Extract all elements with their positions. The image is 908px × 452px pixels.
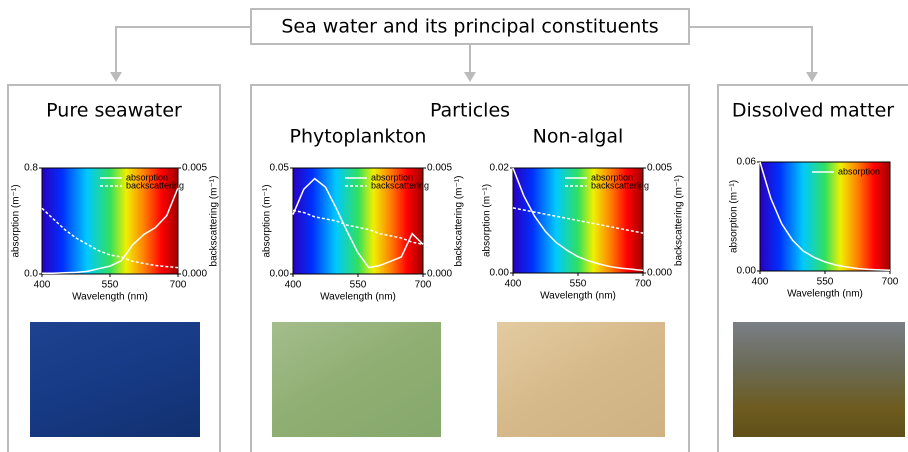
y2-tick-label: 0.005 <box>647 163 672 174</box>
x-axis-label: Wavelength (nm) <box>787 289 863 300</box>
y2-axis-label: backscattering (m⁻¹) <box>209 176 220 267</box>
chart-title: Non-algal <box>533 126 624 148</box>
y-tick-label: 0.02 <box>490 163 510 174</box>
x-axis-label: Wavelength (nm) <box>72 292 148 303</box>
x-axis-label: Wavelength (nm) <box>320 292 396 303</box>
diagram-title: Sea water and its principal constituents <box>281 16 658 38</box>
y2-tick-label: 0.000 <box>427 269 452 280</box>
x-tick-label: 550 <box>817 277 834 288</box>
x-tick-label: 550 <box>570 279 587 290</box>
plot-area <box>760 162 890 271</box>
x-tick-label: 550 <box>350 280 367 291</box>
x-tick-label: 700 <box>170 280 187 291</box>
x-tick-label: 400 <box>285 280 302 291</box>
x-tick-label: 400 <box>505 279 522 290</box>
x-tick-label: 700 <box>415 280 432 291</box>
x-tick-label: 700 <box>882 277 899 288</box>
legend-label: absorption <box>838 166 880 176</box>
y-axis-label: absorption (m⁻¹) <box>262 184 273 257</box>
y-axis-label: absorption (m⁻¹) <box>11 184 22 257</box>
diagram: Sea water and its principal constituents… <box>0 0 908 452</box>
y2-tick-label: 0.000 <box>182 269 207 280</box>
panel-title: Particles <box>430 100 510 122</box>
y-tick-label: 0.8 <box>24 163 38 174</box>
chart-title: Dissolved matter <box>732 100 894 122</box>
y2-tick-label: 0.000 <box>647 268 672 279</box>
y-tick-label: 0.00 <box>270 269 290 280</box>
y-tick-label: 0.00 <box>737 266 757 277</box>
legend-label: backscattering <box>591 180 649 190</box>
x-tick-label: 400 <box>34 280 51 291</box>
y-tick-label: 0.05 <box>270 163 290 174</box>
y2-axis-label: backscattering (m⁻¹) <box>454 176 465 267</box>
y-axis-label: absorption (m⁻¹) <box>729 180 740 253</box>
y2-tick-label: 0.005 <box>182 163 207 174</box>
x-tick-label: 400 <box>752 277 769 288</box>
y-tick-label: 0.00 <box>490 268 510 279</box>
y-axis-label: absorption (m⁻¹) <box>482 184 493 257</box>
chart-title: Pure seawater <box>46 100 182 122</box>
x-tick-label: 700 <box>635 279 652 290</box>
legend-label: backscattering <box>126 180 184 190</box>
y-tick-label: 0.0 <box>24 269 38 280</box>
x-axis-label: Wavelength (nm) <box>540 291 616 302</box>
arrowheads <box>110 72 818 82</box>
x-tick-label: 550 <box>102 280 119 291</box>
legend-label: backscattering <box>371 180 429 190</box>
page: {"diagram": {"title": "Sea water and its… <box>0 0 908 452</box>
y2-axis-label: backscattering (m⁻¹) <box>674 175 685 266</box>
y2-tick-label: 0.005 <box>427 163 452 174</box>
y-tick-label: 0.06 <box>737 157 757 168</box>
chart-title: Phytoplankton <box>290 126 427 148</box>
